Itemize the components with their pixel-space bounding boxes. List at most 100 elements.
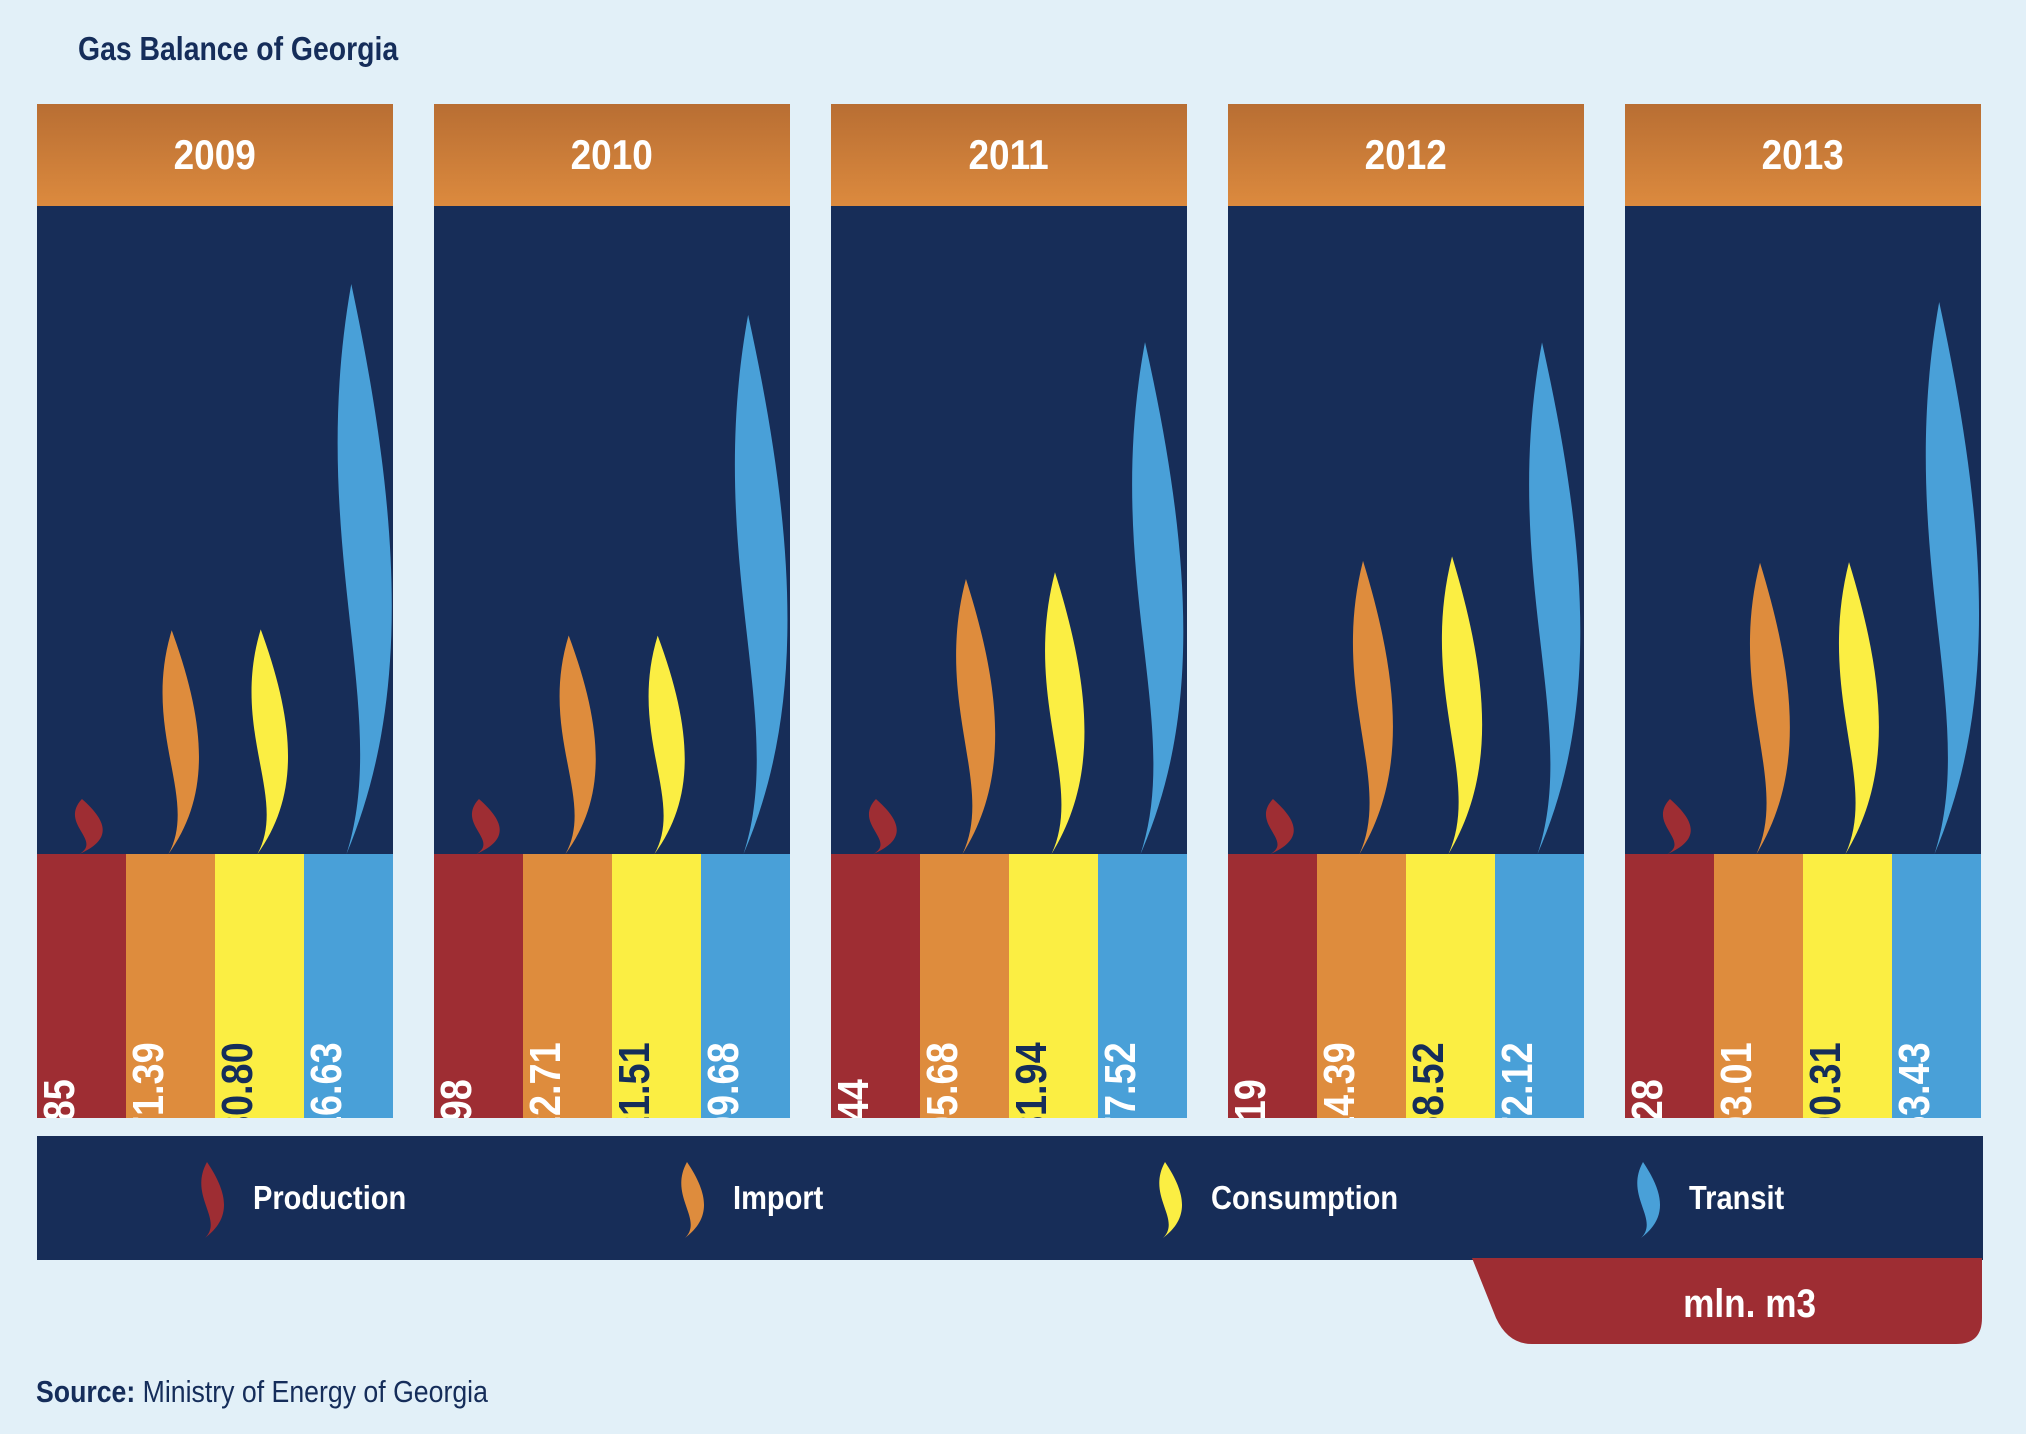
legend-item-import: Import [667, 1136, 836, 1260]
unit-tab [1472, 1258, 1982, 1344]
flame-import-2009 [162, 630, 199, 854]
flame-transit-2011 [1132, 342, 1184, 854]
year-label: 2013 [1761, 131, 1845, 178]
flame-production-2011 [868, 799, 897, 854]
data-label-production-2012: 5.19 [1228, 1079, 1275, 1118]
value-cell-consumption: 1,781.94 [1009, 854, 1098, 1118]
legend-swatch-production [201, 1162, 225, 1238]
year-header: 2012 [1228, 104, 1584, 206]
value-cell-consumption: 1,121.51 [612, 854, 701, 1118]
flame-consumption-2010 [648, 635, 685, 854]
flame-marks [1265, 342, 1581, 854]
data-label-import-2012: 1,914.39 [1317, 1042, 1364, 1118]
value-cell-import: 1,122.71 [523, 854, 612, 1118]
value-row: 7.98 1,122.71 1,121.51 5,799.68 [434, 854, 790, 1118]
value-cell-consumption: 1,180.80 [215, 854, 304, 1118]
year-column-2009: 2009 7.85 1,171.39 1,180.80 6,416.63 [37, 104, 393, 1118]
value-cell-transit: 5,277.52 [1098, 854, 1187, 1118]
flame-icon [681, 1162, 705, 1238]
legend: Production Import Consumption Transit [37, 1136, 1983, 1260]
flame-import-2010 [559, 635, 596, 854]
flame-icon [1159, 1162, 1183, 1238]
flame-panel [831, 206, 1187, 854]
data-label-consumption-2011: 1,781.94 [1009, 1042, 1056, 1118]
data-label-transit-2012: 5,272.12 [1495, 1042, 1542, 1118]
flame-marks [868, 342, 1184, 854]
value-cell-import: 1,914.39 [1317, 854, 1406, 1118]
flame-panel [1228, 206, 1584, 854]
legend-swatch-import [681, 1162, 705, 1238]
value-cell-import: 1,171.39 [126, 854, 215, 1118]
flame-panel [37, 206, 393, 854]
year-header: 2013 [1625, 104, 1981, 206]
data-label-import-2011: 1,705.68 [920, 1042, 967, 1118]
flame-icon [1637, 1162, 1661, 1238]
value-cell-transit: 5,799.68 [701, 854, 790, 1118]
flame-production-2010 [471, 799, 500, 854]
year-column-2011: 2011 5.44 1,705.68 1,781.94 5,277.52 [831, 104, 1187, 1118]
value-row: 5.44 1,705.68 1,781.94 5,277.52 [831, 854, 1187, 1118]
source-text: Ministry of Energy of Georgia [142, 1374, 488, 1409]
value-cell-consumption: 1,900.31 [1803, 854, 1892, 1118]
legend-swatch-transit [1637, 1162, 1661, 1238]
year-column-2013: 2013 5.28 1,893.01 1,900.31 6,053.43 [1625, 104, 1981, 1118]
legend-item-consumption: Consumption [1145, 1136, 1424, 1260]
flame-transit-2010 [734, 314, 788, 854]
source-label: Source: [36, 1374, 136, 1409]
data-label-import-2010: 1,122.71 [523, 1042, 570, 1118]
flame-import-2013 [1749, 562, 1790, 854]
year-column-2010: 2010 7.98 1,122.71 1,121.51 5,799.68 [434, 104, 790, 1118]
legend-item-transit: Transit [1623, 1136, 1797, 1260]
data-label-transit-2011: 5,277.52 [1098, 1042, 1145, 1118]
data-label-production-2009: 7.85 [37, 1079, 84, 1118]
data-label-consumption-2012: 1,968.52 [1406, 1042, 1453, 1118]
value-row: 5.28 1,893.01 1,900.31 6,053.43 [1625, 854, 1981, 1118]
legend-item-production: Production [187, 1136, 427, 1260]
legend-swatch-consumption [1159, 1162, 1183, 1238]
unit-text: mln. m3 [1683, 1281, 1817, 1326]
flame-transit-2012 [1529, 342, 1581, 854]
flame-import-2012 [1352, 560, 1393, 854]
data-label-import-2009: 1,171.39 [126, 1042, 173, 1118]
data-label-transit-2010: 5,799.68 [701, 1042, 748, 1118]
value-cell-production: 7.98 [434, 854, 523, 1118]
data-label-consumption-2010: 1,121.51 [612, 1042, 659, 1118]
flame-marks [1662, 301, 1980, 854]
value-cell-consumption: 1,968.52 [1406, 854, 1495, 1118]
flame-consumption-2011 [1045, 572, 1085, 854]
value-cell-import: 1,893.01 [1714, 854, 1803, 1118]
flame-transit-2013 [1925, 301, 1980, 854]
flame-import-2011 [956, 578, 996, 854]
flame-marks [74, 284, 392, 854]
year-label: 2009 [173, 131, 257, 178]
flame-marks [471, 314, 788, 854]
year-label: 2010 [570, 131, 654, 178]
value-row: 7.85 1,171.39 1,180.80 6,416.63 [37, 854, 393, 1118]
flame-panel [434, 206, 790, 854]
data-label-transit-2013: 6,053.43 [1892, 1042, 1939, 1118]
data-label-import-2013: 1,893.01 [1714, 1042, 1761, 1118]
year-header: 2010 [434, 104, 790, 206]
value-cell-production: 5.44 [831, 854, 920, 1118]
data-label-consumption-2009: 1,180.80 [215, 1042, 262, 1118]
legend-label: Transit [1689, 1179, 1785, 1216]
legend-label: Consumption [1211, 1179, 1399, 1216]
data-label-production-2013: 5.28 [1625, 1079, 1672, 1118]
value-cell-import: 1,705.68 [920, 854, 1009, 1118]
legend-label: Import [733, 1179, 824, 1216]
year-label: 2011 [968, 131, 1050, 178]
flame-production-2009 [74, 799, 103, 854]
year-column-2012: 2012 5.19 1,914.39 1,968.52 5,272.12 [1228, 104, 1584, 1118]
flame-consumption-2012 [1441, 556, 1483, 854]
value-cell-production: 7.85 [37, 854, 126, 1118]
flame-panel [1625, 206, 1981, 854]
unit-label: mln. m3 [1560, 1264, 1940, 1344]
flame-consumption-2009 [251, 629, 289, 854]
unit-tab-shape [1472, 1258, 1982, 1344]
data-label-production-2011: 5.44 [831, 1079, 878, 1118]
year-header: 2011 [831, 104, 1187, 206]
flame-production-2012 [1265, 799, 1294, 854]
year-header: 2009 [37, 104, 393, 206]
value-cell-production: 5.28 [1625, 854, 1714, 1118]
flame-transit-2009 [337, 284, 392, 854]
